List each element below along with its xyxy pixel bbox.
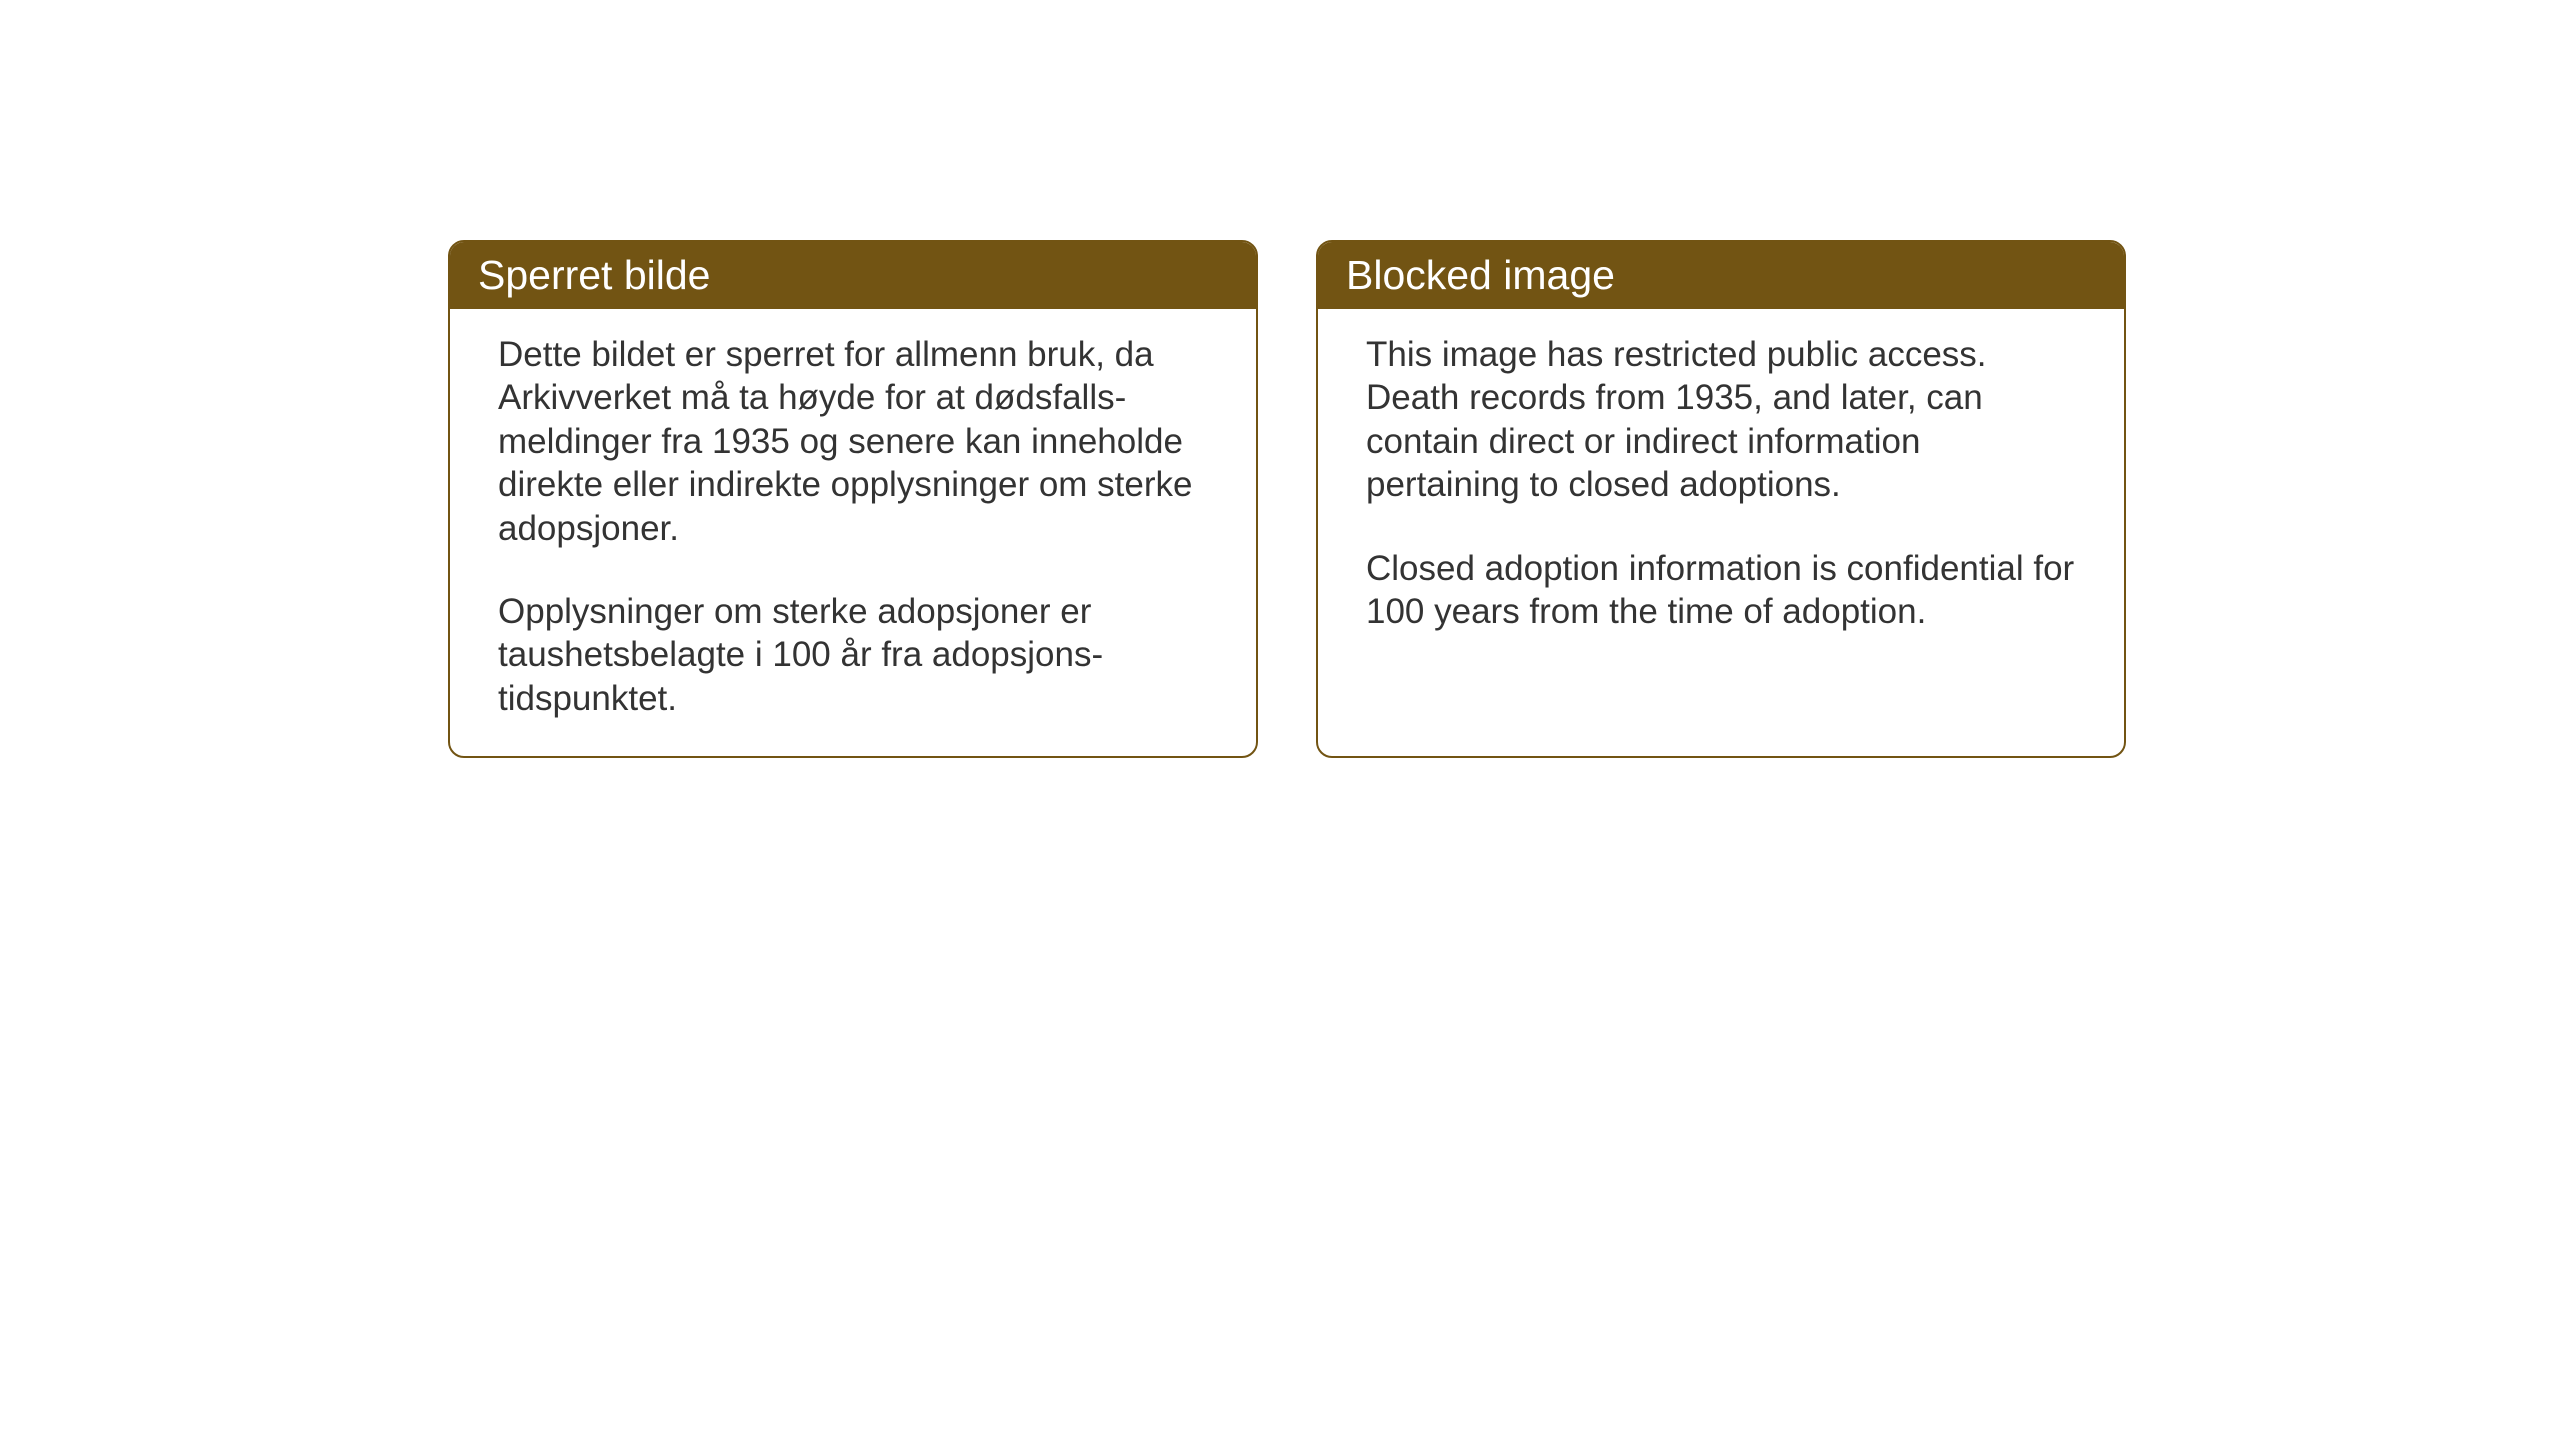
notice-header-english: Blocked image [1318, 242, 2124, 309]
notice-box-english: Blocked image This image has restricted … [1316, 240, 2126, 758]
notice-body-english: This image has restricted public access.… [1318, 309, 2124, 669]
notice-paragraph: Opplysninger om sterke adopsjoner er tau… [498, 590, 1208, 720]
notice-container: Sperret bilde Dette bildet er sperret fo… [448, 240, 2126, 758]
notice-paragraph: This image has restricted public access.… [1366, 333, 2076, 507]
notice-box-norwegian: Sperret bilde Dette bildet er sperret fo… [448, 240, 1258, 758]
notice-header-norwegian: Sperret bilde [450, 242, 1256, 309]
notice-body-norwegian: Dette bildet er sperret for allmenn bruk… [450, 309, 1256, 756]
notice-paragraph: Dette bildet er sperret for allmenn bruk… [498, 333, 1208, 550]
notice-paragraph: Closed adoption information is confident… [1366, 547, 2076, 634]
